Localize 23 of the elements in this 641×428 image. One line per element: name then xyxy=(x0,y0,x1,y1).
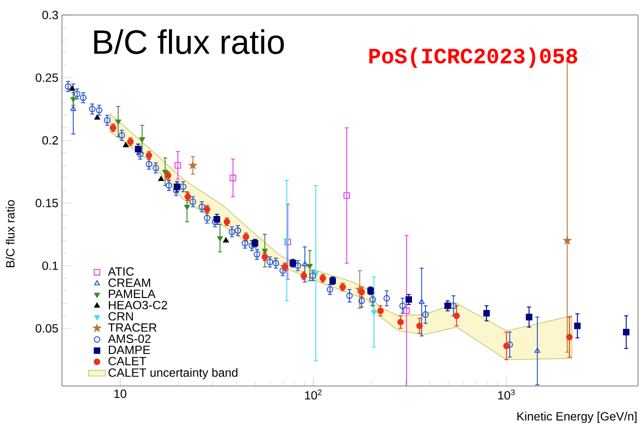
x-tick-label: 10$^{2}$ xyxy=(305,390,322,400)
legend-label: PAMELA xyxy=(108,290,156,298)
legend-label: CRN xyxy=(108,312,133,321)
y-tick-label: 0.2 xyxy=(42,136,58,145)
y-tick-label: 0.25 xyxy=(36,73,58,82)
legend-label: CALET uncertainty band xyxy=(108,368,238,380)
legend-label: TRACER xyxy=(108,323,157,332)
legend-label: AMS-02 xyxy=(108,334,151,343)
legend-label: DAMPE xyxy=(108,346,150,354)
legend-label: CALET xyxy=(108,356,146,366)
chart-title: B/C flux ratio xyxy=(94,29,284,54)
x-tick-label: 10 xyxy=(114,390,126,398)
y-axis-title: B/C flux ratio xyxy=(6,200,15,268)
x-axis-title: Kinetic Energy [GeV/n] xyxy=(517,412,636,423)
y-tick-label: 0.1 xyxy=(42,261,58,270)
annotation: PoS(ICRC2023)058 xyxy=(369,47,578,68)
legend-label: HEAO3-C2 xyxy=(108,300,168,310)
y-tick-label: 0.15 xyxy=(36,198,58,208)
legend-label: ATIC xyxy=(108,267,134,276)
y-tick-label: 0.3 xyxy=(42,10,58,20)
y-tick-label: 0.05 xyxy=(36,324,58,333)
legend-label: CREAM xyxy=(108,278,150,287)
x-tick-label: 10$^{3}$ xyxy=(498,390,515,400)
